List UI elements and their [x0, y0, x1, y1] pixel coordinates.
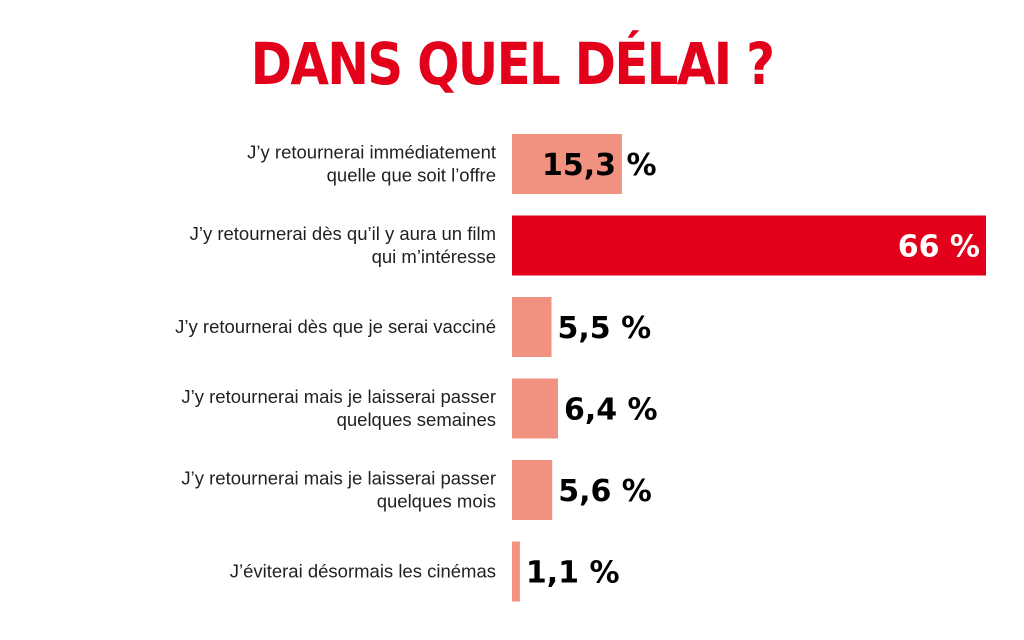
bar-row: J’éviterai désormais les cinémas 1,1 %: [230, 541, 620, 602]
bar: [512, 134, 622, 194]
bar: [512, 378, 558, 439]
category-label: J’y retournerai dès que je serai vacciné: [175, 316, 496, 337]
category-label: qui m’intéresse: [372, 246, 496, 267]
bar-row: J’y retournerai mais je laisserai passer…: [181, 378, 658, 439]
value-label: 6,4 %: [564, 393, 658, 428]
bar: [512, 215, 986, 276]
category-label: J’éviterai désormais les cinémas: [230, 561, 496, 582]
chart-title: DANS QUEL DÉLAI ?: [250, 30, 775, 98]
value-label: 5,6 %: [558, 474, 652, 509]
value-label: 5,5 %: [558, 311, 652, 346]
bar: [512, 460, 553, 520]
bar-row: J’y retournerai dès qu’il y aura un film…: [190, 215, 986, 276]
category-label: quelques mois: [377, 491, 496, 512]
value-label: 1,1 %: [526, 556, 620, 591]
bar: [512, 541, 520, 602]
category-label: quelques semaines: [337, 409, 496, 430]
bar-row: J’y retournerai dès que je serai vacciné…: [175, 297, 651, 357]
bar: [512, 297, 552, 357]
category-label: J’y retournerai mais je laisserai passer: [181, 468, 496, 489]
category-label: quelle que soit l’offre: [327, 165, 496, 186]
value-label: 15,3 %: [542, 148, 657, 183]
value-label: 66 %: [898, 230, 980, 265]
category-label: J’y retournerai dès qu’il y aura un film: [190, 223, 496, 244]
bar-row: J’y retournerai mais je laisserai passer…: [181, 460, 652, 520]
category-label: J’y retournerai immédiatement: [247, 142, 496, 163]
category-label: J’y retournerai mais je laisserai passer: [181, 386, 496, 407]
